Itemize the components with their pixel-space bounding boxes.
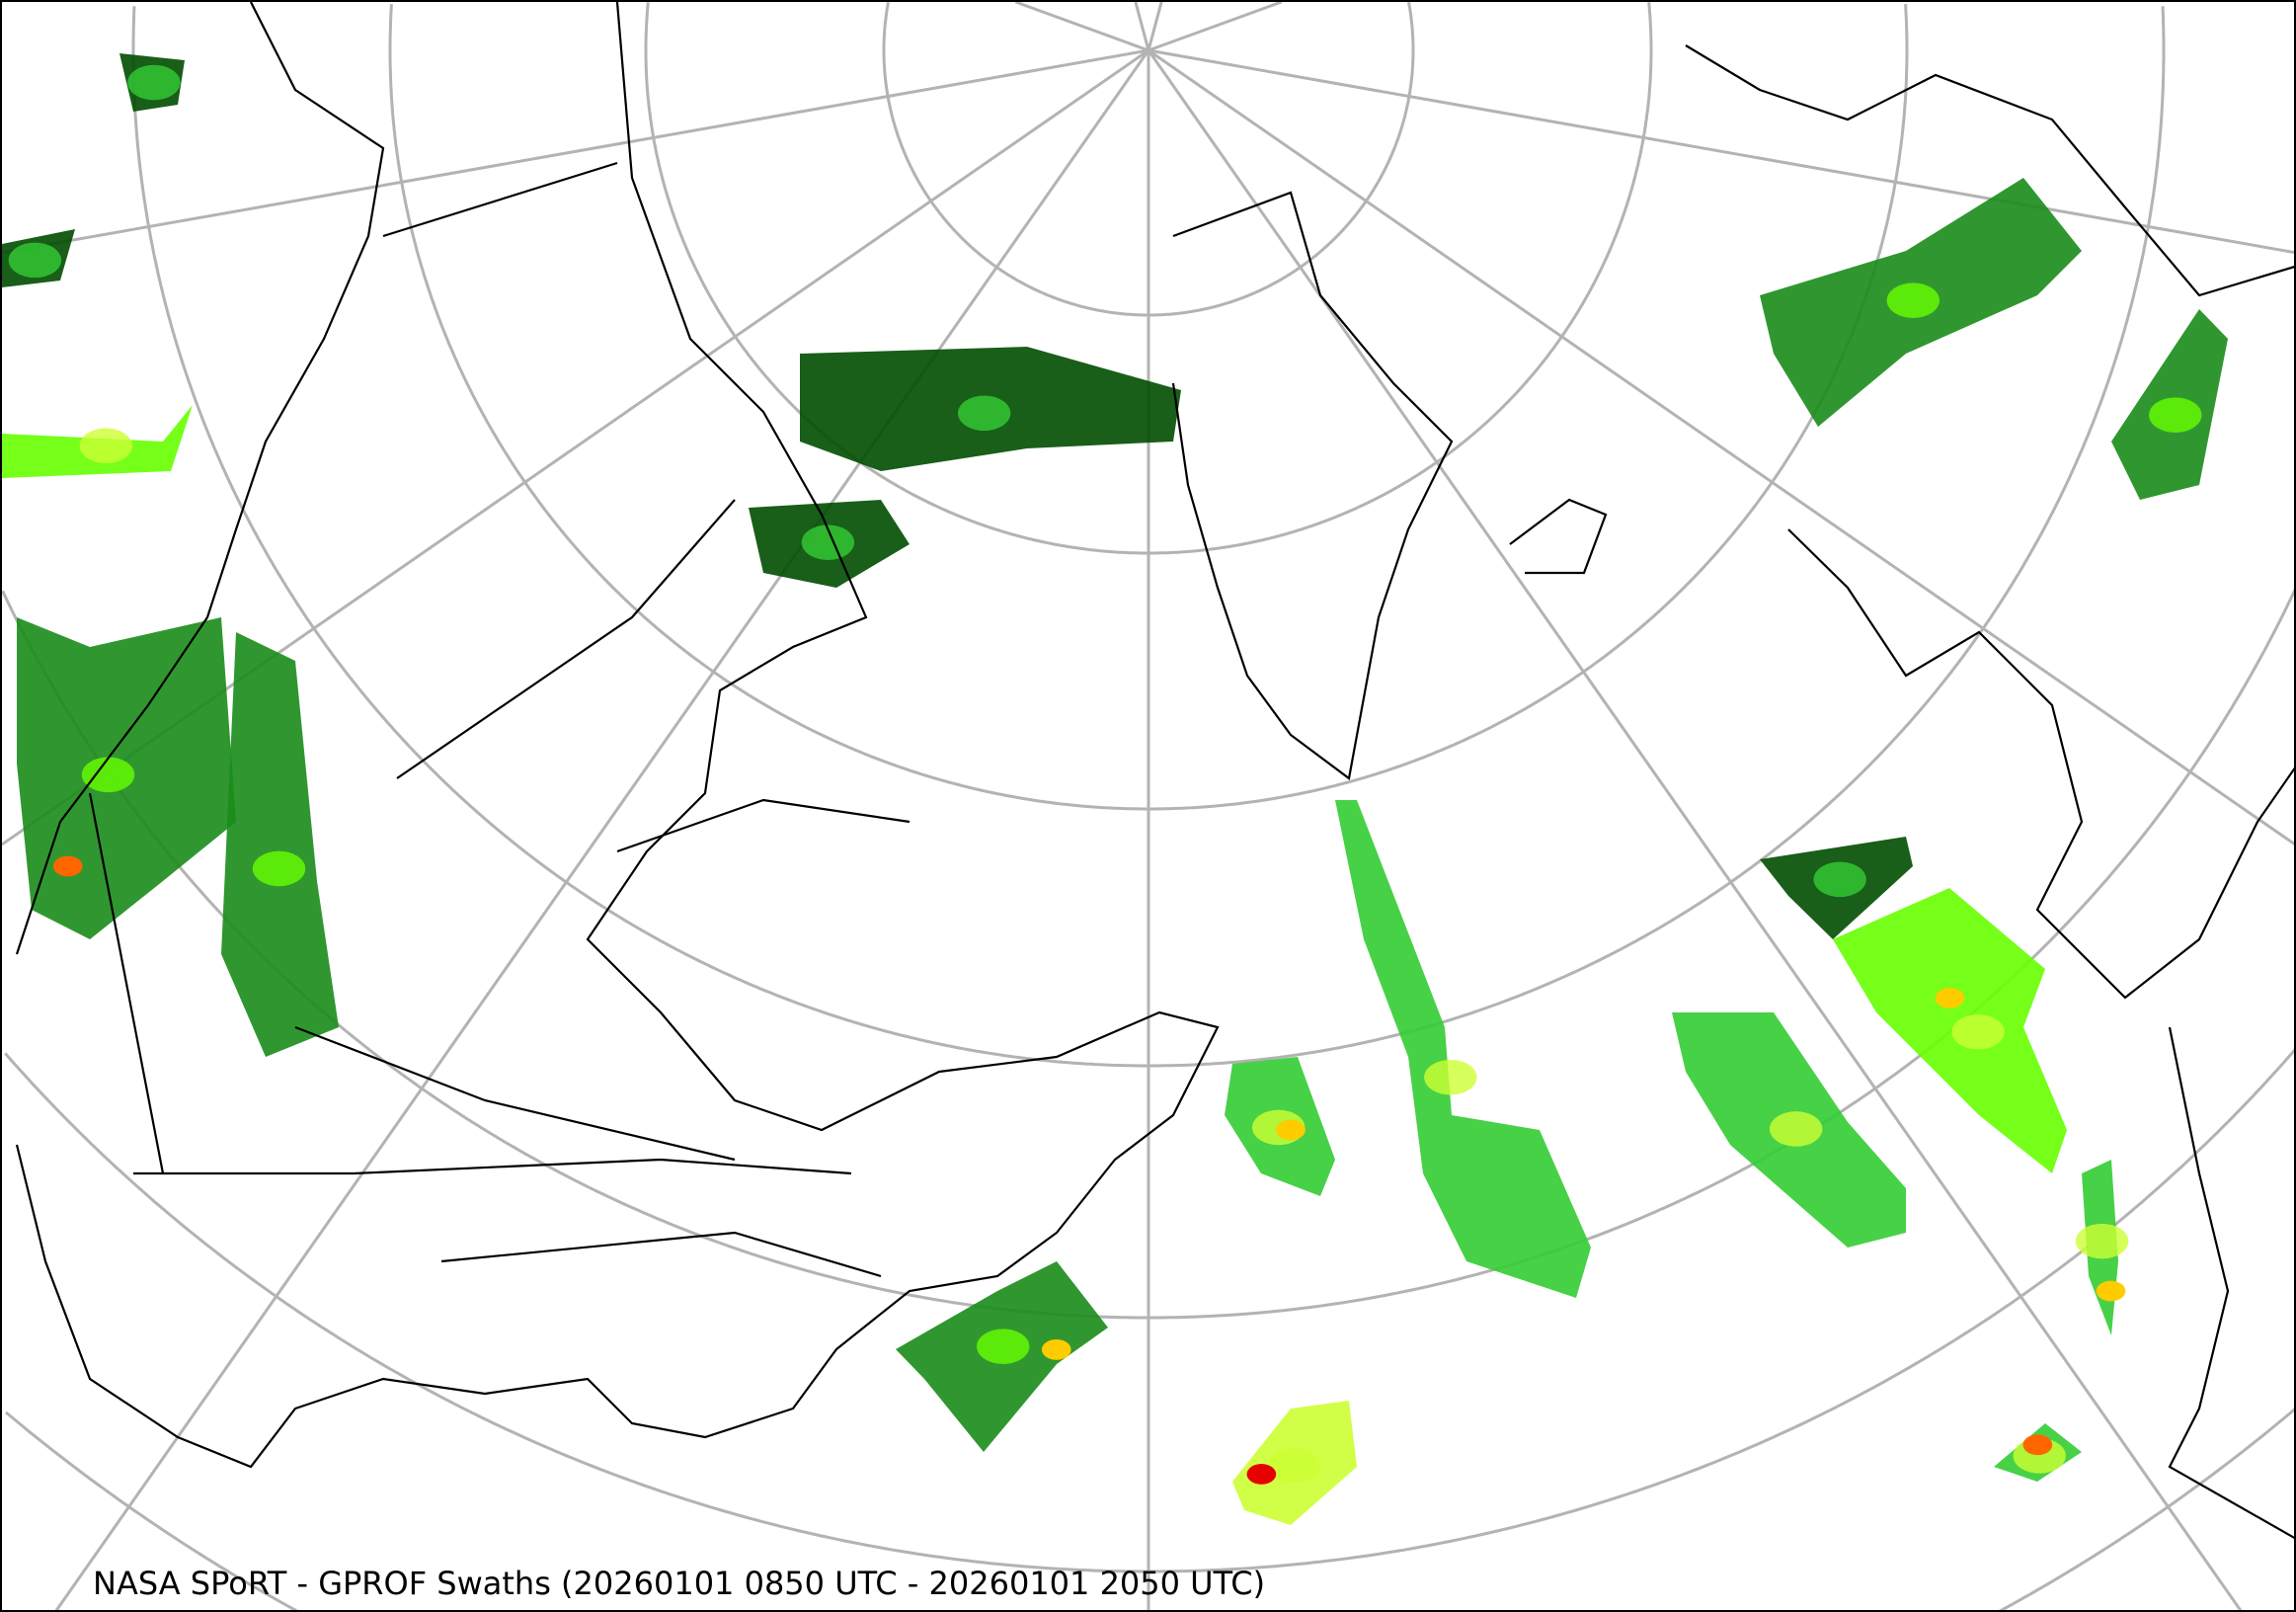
parallel-circle [2161,6,2166,50]
precip-core [81,757,135,793]
precip-core [801,524,855,561]
parallel-circle [1407,2,1415,50]
coastline-border [616,798,910,853]
meridian-line [2,48,1149,255]
coastline-border [1685,44,2294,297]
coastline-border [133,1158,852,1175]
parallel-circle [131,6,2166,1068]
coastline-border [15,2,1220,1469]
parallel-circle [5,1410,298,1610]
precip-core [2075,1223,2129,1259]
precip-core [8,242,62,279]
coastline-border [88,792,165,1174]
heavy-precip-core [52,855,83,877]
heavy-precip-core [2022,1434,2053,1456]
coastline-border [396,499,736,779]
parallel-circle [1647,2,1653,50]
precip-area [1335,800,1591,1298]
meridian-line [1134,2,1150,51]
parallel-circle [644,2,1653,555]
precip-core [1951,1013,2005,1050]
precip-core [977,1329,1030,1364]
parallel-circle [1999,1408,2294,1610]
parallel-circle [1904,4,1909,50]
precip-area [221,632,339,1057]
precip-core [1886,282,1940,318]
meridian-line [1147,2,1163,51]
meridian-line [1014,2,1149,52]
precip-core [957,395,1011,432]
heavy-precip-core [2096,1280,2126,1302]
meridian-line [1147,49,2243,1610]
coastline-border [1509,498,1608,575]
coastline-border [1787,528,2294,1000]
heavy-precip-core [1246,1464,1277,1485]
heavy-precip-core [1276,1119,1306,1141]
heavy-precip-core [1935,988,1965,1008]
heavy-precip-core [1041,1338,1071,1360]
parallel-circle [882,2,1415,317]
coastline-border [15,2,385,955]
parallel-circle [388,4,1909,811]
precip-core [79,428,132,464]
coastline-border [1171,191,1454,780]
meridian-line [1148,48,2294,846]
coastline-border [382,161,618,238]
meridian-line [1148,48,2294,255]
map-title: NASA SPoRT - GPROF Swaths (20260101 0850… [93,1565,1266,1602]
coastline-border [440,1231,882,1278]
meridian-line [1148,2,1283,52]
precip-core [252,850,306,887]
precip-core [2149,397,2202,434]
precip-core [1813,861,1866,898]
coastline-border [294,1025,736,1162]
precip-core [1424,1059,1477,1095]
precip-core [1769,1111,1823,1147]
precip-area [1833,888,2067,1173]
coastline-border [2168,1026,2294,1539]
precip-core [127,64,181,101]
meridian-line [54,49,1150,1610]
precip-core [1267,1447,1320,1484]
parallel-circle [4,1048,2294,1573]
